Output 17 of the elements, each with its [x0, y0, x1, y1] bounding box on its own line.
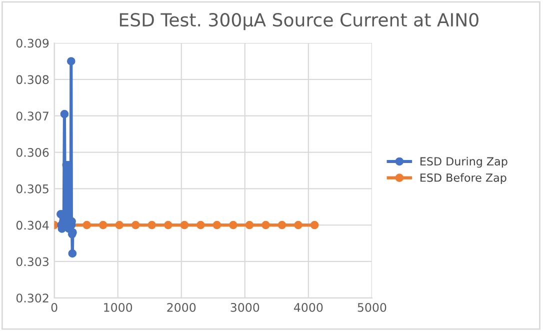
x-tick-label: 1000: [104, 302, 132, 312]
legend-label: ESD Before Zap: [420, 173, 506, 184]
y-tick-label: 0.302: [16, 294, 48, 303]
y-tick-label: 0.307: [16, 112, 48, 121]
x-tick-label: 2000: [167, 302, 196, 312]
y-tick-label: 0.305: [16, 184, 48, 194]
x-tick-label: 4000: [294, 302, 323, 312]
legend-label: ESD During Zap: [420, 156, 508, 168]
y-tick-label: 0.309: [16, 38, 49, 48]
y-tick-label: 0.303: [16, 257, 48, 266]
chart-title: ESD Test. 300µA Source Current at AIN0: [120, 12, 478, 30]
y-tick-label: 0.308: [16, 75, 49, 84]
x-tick-label: 0: [51, 302, 58, 312]
y-tick-label: 0.304: [16, 220, 49, 230]
x-tick-label: 3000: [230, 302, 260, 312]
y-tick-label: 0.306: [16, 148, 49, 157]
x-tick-label: 5000: [358, 302, 386, 312]
